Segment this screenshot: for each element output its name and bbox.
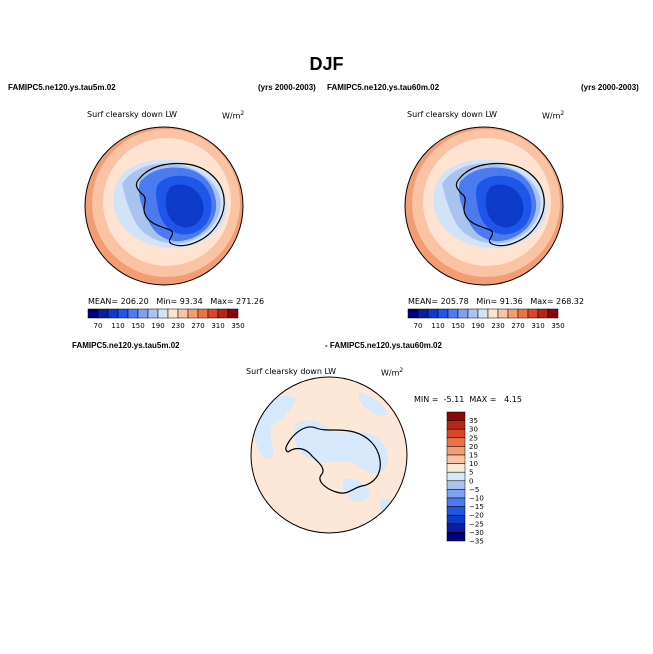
diff-colorbar-tick-label: −20	[469, 512, 484, 520]
diff-colorbar-tick-label: 10	[469, 460, 478, 468]
diff-colorbar-tick-label: 20	[469, 443, 478, 451]
diff-colorbar-tick-label: −35	[469, 538, 484, 546]
panel2-years-label: (yrs 2000-2003)	[581, 83, 639, 92]
panel1-colorbar-tick-label: 150	[131, 322, 144, 330]
diff-colorbar-swatch	[446, 446, 466, 456]
diff-variable-title: Surf clearsky down LW	[246, 367, 337, 376]
diff-colorbar-tick-label: 15	[469, 452, 478, 460]
diff-colorbar-tick-label: 35	[469, 417, 478, 425]
diff-units: W/m2	[381, 367, 404, 378]
diff-colorbar-swatch	[446, 523, 466, 533]
panel1-colorbar-tick-label: 190	[151, 322, 164, 330]
diff-stats: MIN = -5.11 MAX = 4.15	[414, 395, 522, 404]
panel2-colorbar-tick-label: 110	[431, 322, 444, 330]
diff-colorbar-tick-label: 5	[469, 469, 473, 477]
panel1-years-label: (yrs 2000-2003)	[258, 83, 316, 92]
panel2-colorbar-tick-label: 350	[551, 322, 564, 330]
panel2-colorbar-tick-label: 190	[471, 322, 484, 330]
panel1-units: W/m2	[222, 110, 245, 121]
panel2-variable-title: Surf clearsky down LW	[407, 110, 498, 119]
diff-colorbar-tick-label: −15	[469, 503, 484, 511]
diff-colorbar-swatch	[446, 454, 466, 464]
panel2-colorbar-tick-label: 70	[414, 322, 423, 330]
diff-colorbar-tick-label: −10	[469, 495, 484, 503]
diff-colorbar-tick-label: −25	[469, 520, 484, 528]
panel1-colorbar-tick-label: 310	[211, 322, 224, 330]
panel1-colorbar-tick-label: 70	[94, 322, 103, 330]
panel1-colorbar-tick-label: 270	[191, 322, 204, 330]
diff-colorbar-swatch	[446, 463, 466, 473]
panel1-colorbar: 70 110 150 190 230 270 310 350	[87, 308, 245, 330]
diff-colorbar-swatch	[446, 420, 466, 430]
panel1-stats: MEAN= 206.20 Min= 93.34 Max= 271.26	[88, 297, 265, 306]
panel1-colorbar-swatch	[227, 308, 239, 319]
panel1-colorbar-tick-label: 350	[231, 322, 244, 330]
panel2-colorbar: 70 110 150 190 230 270 310 350	[407, 308, 565, 330]
diff-colorbar-tick-label: −30	[469, 529, 484, 537]
diff-colorbar-tick-label: 30	[469, 426, 478, 434]
panel2-colorbar-swatch	[547, 308, 559, 319]
diff-case-left: FAMIPC5.ne120.ys.tau5m.02	[72, 341, 180, 350]
diff-colorbar-tick-label: 0	[469, 477, 473, 485]
diff-colorbar-swatch	[446, 514, 466, 525]
panel1-variable-title: Surf clearsky down LW	[87, 110, 178, 119]
panel2-stats: MEAN= 205.78 Min= 91.36 Max= 268.32	[408, 297, 585, 306]
diff-colorbar-tick-label: −5	[469, 486, 479, 494]
panel2-colorbar-tick-label: 230	[491, 322, 504, 330]
panel2-case-label: FAMIPC5.ne120.ys.tau60m.02	[327, 83, 440, 92]
diff-case-right: - FAMIPC5.ne120.ys.tau60m.02	[325, 341, 442, 350]
panel1-colorbar-tick-label: 230	[171, 322, 184, 330]
diff-colorbar-swatch	[446, 411, 466, 421]
panel1-case-label: FAMIPC5.ne120.ys.tau5m.02	[8, 83, 116, 92]
diff-colorbar-swatch	[446, 437, 466, 447]
diff-colorbar-swatch	[446, 489, 466, 499]
panel2-colorbar-tick-label: 270	[511, 322, 524, 330]
diff-colorbar-swatch	[446, 532, 466, 542]
panel2-colorbar-tick-label: 310	[531, 322, 544, 330]
diff-colorbar-swatch	[446, 506, 466, 516]
diff-colorbar-swatch	[446, 497, 466, 507]
panel2-colorbar-tick-label: 150	[451, 322, 464, 330]
panel2-units: W/m2	[542, 110, 565, 121]
page-title: DJF	[309, 54, 344, 74]
panel1-colorbar-tick-label: 110	[111, 322, 124, 330]
diff-colorbar-swatch	[446, 471, 466, 482]
diff-colorbar-tick-label: 25	[469, 434, 478, 442]
diff-colorbar-swatch	[446, 428, 466, 439]
diff-colorbar-swatch	[446, 480, 466, 490]
